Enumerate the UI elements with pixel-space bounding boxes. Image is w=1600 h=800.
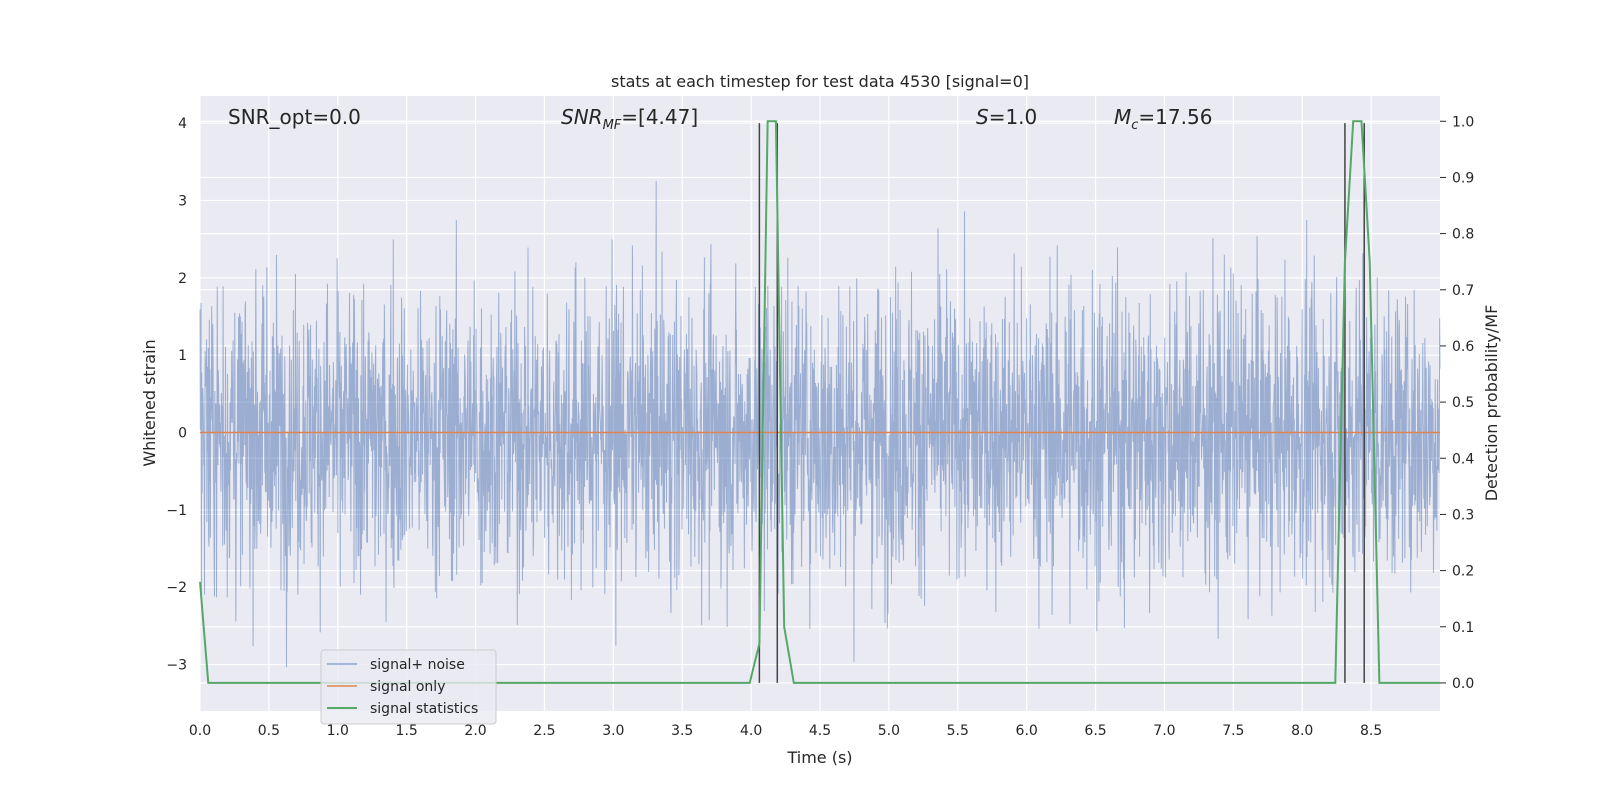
y-tick-label: 4 [178, 116, 187, 132]
y-tick-label: −1 [166, 503, 187, 519]
right-y-tick-label: 0.3 [1452, 507, 1474, 523]
right-y-tick-label: 0.5 [1452, 395, 1474, 411]
y-tick-label: 1 [178, 348, 187, 364]
x-tick-label: 5.0 [878, 723, 900, 739]
s-annotation: S=1.0 [976, 105, 1037, 129]
right-y-tick-label: 0.4 [1452, 451, 1474, 467]
legend-box [320, 649, 497, 725]
right-y-tick-label: 0.1 [1452, 620, 1474, 636]
snr-mf-main: SNR [561, 105, 603, 129]
right-y-axis-ticks: 0.0 0.1 0.2 0.3 0.4 0.5 0.6 0.7 0.8 0.9 1.0 [1440, 114, 1474, 692]
signal-noise-line [199, 181, 1441, 668]
x-tick-label: 0.5 [258, 723, 280, 739]
mc-subscript: c [1131, 118, 1138, 133]
mc-value: =17.56 [1138, 105, 1212, 129]
x-axis-label: Time (s) [786, 748, 852, 767]
x-tick-label: 8.5 [1360, 723, 1382, 739]
right-y-tick-label: 0.6 [1452, 339, 1474, 355]
snr-opt-annotation: SNR_opt=0.0 [228, 105, 361, 129]
mc-main: M [1114, 105, 1131, 129]
right-y-tick-label: 0.0 [1452, 676, 1474, 692]
x-tick-label: 1.0 [327, 723, 349, 739]
s-value: =1.0 [989, 105, 1038, 129]
right-y-tick-label: 0.9 [1452, 170, 1474, 186]
y-axis-label: Whitened strain [140, 339, 159, 466]
x-tick-label: 7.5 [1222, 723, 1244, 739]
mc-annotation: Mc=17.56 [1114, 105, 1212, 133]
legend: signal+ noise signal only signal statist… [320, 649, 497, 725]
x-tick-label: 6.5 [1084, 723, 1106, 739]
right-y-tick-label: 0.2 [1452, 564, 1474, 580]
snr-mf-subscript: MF [603, 118, 622, 133]
y-tick-label: −2 [166, 580, 187, 596]
x-tick-label: 4.0 [740, 723, 762, 739]
snr-mf-value: =[4.47] [621, 105, 698, 129]
x-axis-ticks: 0.0 0.5 1.0 1.5 2.0 2.5 3.0 3.5 4.0 4.5 5.0 5.5 6.0 6… [189, 723, 1382, 739]
x-tick-label: 3.5 [671, 723, 693, 739]
chart-title: stats at each timestep for test data 453… [611, 72, 1029, 91]
snr-mf-annotation: SNRMF=[4.47] [561, 105, 698, 133]
y-tick-label: 2 [178, 271, 187, 287]
legend-label-signal-noise: signal+ noise [370, 657, 465, 673]
x-tick-label: 7.0 [1153, 723, 1175, 739]
x-tick-label: 2.5 [533, 723, 555, 739]
x-tick-label: 0.0 [189, 723, 211, 739]
y-axis-ticks: −3 −2 −1 0 1 2 3 4 [166, 116, 187, 674]
y-tick-label: 0 [178, 426, 187, 442]
s-main: S [976, 105, 989, 129]
x-tick-label: 8.0 [1291, 723, 1313, 739]
signal-noise-series [199, 181, 1441, 668]
x-tick-label: 1.5 [396, 723, 418, 739]
y-tick-label: −3 [166, 658, 187, 674]
legend-label-signal-statistics: signal statistics [370, 701, 478, 717]
x-tick-label: 3.0 [602, 723, 624, 739]
x-tick-label: 5.5 [947, 723, 969, 739]
x-tick-label: 4.5 [809, 723, 831, 739]
x-tick-label: 6.0 [1016, 723, 1038, 739]
legend-label-signal-only: signal only [370, 679, 445, 695]
right-y-axis-label: Detection probability/MF [1482, 305, 1501, 502]
right-y-tick-label: 0.8 [1452, 227, 1474, 243]
y-tick-label: 3 [178, 193, 187, 209]
x-tick-label: 2.0 [464, 723, 486, 739]
right-y-tick-label: 0.7 [1452, 283, 1474, 299]
right-y-tick-label: 1.0 [1452, 114, 1474, 130]
